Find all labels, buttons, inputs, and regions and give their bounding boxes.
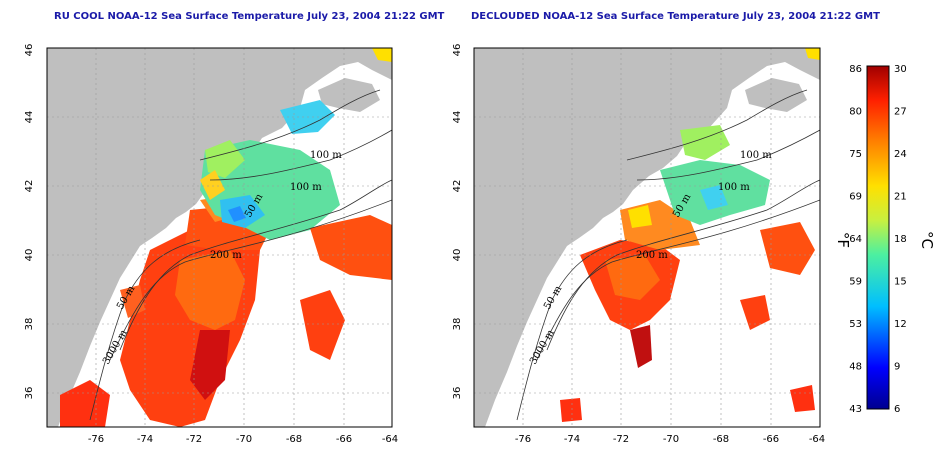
colorbar-gradient [866,65,890,410]
lat-tick: 38 [24,318,35,331]
celsius-unit-label: °C [918,231,936,249]
colorbar-f-tick: 48 [849,362,862,373]
lon-tick: -68 [286,434,302,445]
map-title-right: DECLOUDED NOAA-12 Sea Surface Temperatur… [471,11,880,22]
lat-tick: 46 [24,44,35,57]
lon-tick: -68 [713,434,729,445]
lat-axis-right: 36 38 40 42 44 46 [452,44,463,400]
colorbar-c-tick: 18 [894,234,907,245]
contour-label-left-2: 100 m [290,182,322,193]
colorbar-f-tick: 59 [849,277,862,288]
lon-tick: -70 [236,434,252,445]
lat-tick: 38 [452,318,463,331]
lat-tick: 46 [452,44,463,57]
colorbar-f-tick: 53 [849,319,862,330]
map-frame-left [46,47,393,428]
map-title-left: RU COOL NOAA-12 Sea Surface Temperature … [54,11,445,22]
lon-tick: -70 [663,434,679,445]
lat-tick: 40 [24,249,35,262]
lat-tick: 40 [452,249,463,262]
contour-label-left-1: 100 m [310,150,342,161]
lon-tick: -66 [336,434,352,445]
map-frame-right [473,47,821,428]
lon-tick: -64 [809,434,825,445]
lat-axis-left: 36 38 40 42 44 46 [24,44,35,400]
map-panel-left: 100 m 100 m 50 m 200 m 50 m 3000 m [47,48,392,427]
colorbar-f-tick: 75 [849,149,862,160]
contour-label-right-1: 100 m [740,150,772,161]
contour-label-left-4: 200 m [210,250,242,261]
colorbar-f-tick: 64 [849,234,862,245]
colorbar-c-tick: 27 [894,107,907,118]
contour-label-right-2: 100 m [718,182,750,193]
colorbar-f-tick: 69 [849,192,862,203]
lon-tick: -76 [515,434,531,445]
land-mass-left [47,48,392,427]
lon-tick: -72 [186,434,202,445]
lat-tick: 42 [452,180,463,193]
lon-tick: -74 [564,434,580,445]
colorbar-c-tick: 9 [894,362,900,373]
colorbar-f-tick: 43 [849,404,862,415]
lat-tick: 36 [452,387,463,400]
colorbar: 86 80 75 69 64 59 53 48 43 30 27 24 21 18 15 12 9 6 °F °… [834,64,936,415]
lon-tick: -64 [382,434,398,445]
lon-tick: -74 [137,434,153,445]
colorbar-c-tick: 21 [894,192,907,203]
lat-tick: 42 [24,180,35,193]
lon-axis-left: -76 -74 -72 -70 -68 -66 -64 [88,434,398,445]
map-panel-right: 100 m 100 m 50 m 200 m 50 m 3000 m [474,48,820,427]
colorbar-c-tick: 30 [894,64,907,75]
lat-tick: 44 [24,111,35,124]
colorbar-c-tick: 12 [894,319,907,330]
colorbar-c-tick: 24 [894,149,907,160]
land-mass-right [474,48,820,427]
lon-tick: -66 [763,434,779,445]
lat-tick: 36 [24,387,35,400]
lat-tick: 44 [452,111,463,124]
contour-label-right-4: 200 m [636,250,668,261]
fahrenheit-unit-label: °F [834,232,852,248]
lon-axis-right: -76 -74 -72 -70 -68 -66 -64 [515,434,825,445]
colorbar-f-tick: 86 [849,64,862,75]
colorbar-c-tick: 6 [894,404,900,415]
lon-tick: -72 [613,434,629,445]
lon-tick: -76 [88,434,104,445]
colorbar-f-tick: 80 [849,107,862,118]
colorbar-c-tick: 15 [894,277,907,288]
